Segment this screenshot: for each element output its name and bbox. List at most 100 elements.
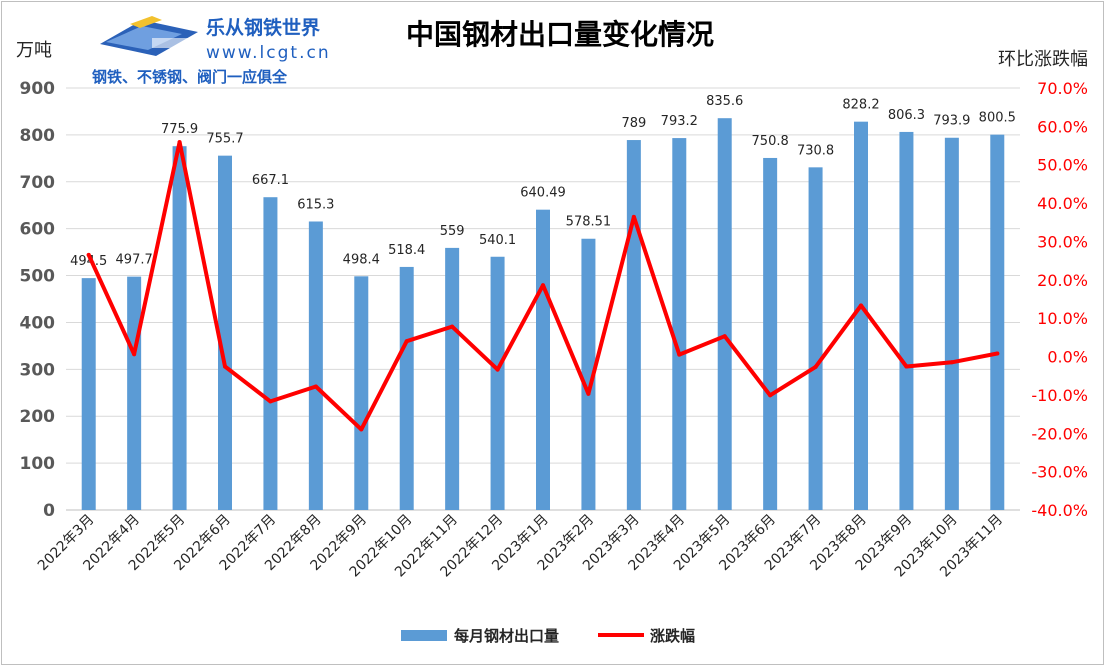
bar-data-label: 494.5 xyxy=(70,254,107,269)
y-tick-label: 600 xyxy=(20,220,56,240)
bar xyxy=(308,221,323,510)
bar-data-label: 789 xyxy=(621,116,646,131)
y2-tick-label: 0.0% xyxy=(1047,348,1088,367)
bar xyxy=(354,276,369,510)
line-point xyxy=(268,399,273,404)
line-point xyxy=(495,367,500,372)
legend: 每月钢材出口量 涨跌幅 xyxy=(401,627,695,645)
line-point xyxy=(450,324,455,329)
line-point xyxy=(995,351,1000,356)
bar-data-label: 730.8 xyxy=(797,143,834,158)
line-point xyxy=(359,427,364,432)
bar-data-label: 559 xyxy=(440,224,465,239)
bar xyxy=(263,197,278,510)
y2-tick-label: 50.0% xyxy=(1037,156,1088,175)
y-tick-label: 800 xyxy=(20,126,56,146)
logo-url: www.lcgt.cn xyxy=(206,43,331,63)
bar-data-label: 806.3 xyxy=(888,108,925,123)
logo: 乐从钢铁世界 www.lcgt.cn 钢铁、不锈钢、阀门一应俱全 xyxy=(92,16,331,86)
line-point xyxy=(586,391,591,396)
line-point xyxy=(631,214,636,219)
y-tick-label: 700 xyxy=(20,173,56,193)
bar-data-label: 800.5 xyxy=(979,111,1016,126)
bar-data-label: 497.7 xyxy=(116,253,153,268)
bar xyxy=(854,121,868,510)
y-tick-label: 500 xyxy=(20,267,56,287)
bar xyxy=(944,137,959,510)
y-tick-label: 0 xyxy=(43,501,55,521)
line-point xyxy=(223,364,227,369)
line-point xyxy=(404,339,409,344)
line-point xyxy=(677,352,682,357)
chart-title: 中国钢材出口量变化情况 xyxy=(406,18,714,51)
bar-data-label: 775.9 xyxy=(161,122,198,137)
bar xyxy=(81,278,96,510)
y2-tick-label: -10.0% xyxy=(1031,386,1088,405)
bar-data-label: 835.6 xyxy=(706,94,743,109)
line-point xyxy=(904,364,909,369)
bar-data-label: 667.1 xyxy=(252,173,289,188)
bar xyxy=(990,134,1005,510)
line-point xyxy=(722,334,727,339)
logo-name: 乐从钢铁世界 xyxy=(206,16,320,39)
y2-tick-label: 10.0% xyxy=(1037,309,1088,328)
y-tick-label: 300 xyxy=(20,360,56,380)
bar-data-label: 615.3 xyxy=(297,197,334,212)
y2-tick-label: -20.0% xyxy=(1031,424,1088,443)
legend-swatch-bars xyxy=(401,630,447,641)
legend-label-bars: 每月钢材出口量 xyxy=(454,627,559,645)
y2-tick-label: 60.0% xyxy=(1037,117,1088,136)
line-point xyxy=(132,352,137,357)
y2-tick-label: 20.0% xyxy=(1037,271,1088,290)
line-point xyxy=(86,252,91,257)
line-point xyxy=(177,140,182,145)
y2-tick-label: 40.0% xyxy=(1037,194,1088,213)
bar xyxy=(763,157,778,510)
line-point xyxy=(313,384,318,389)
bar xyxy=(127,276,142,510)
bar-data-label: 640.49 xyxy=(520,186,566,201)
bar xyxy=(445,247,460,510)
bar xyxy=(536,209,550,511)
y-tick-label: 900 xyxy=(20,79,56,99)
line-point xyxy=(859,303,863,308)
bar xyxy=(717,118,732,510)
bar-data-label: 578.51 xyxy=(566,215,612,230)
bar-data-label: 793.2 xyxy=(661,114,698,129)
y2-tick-label: -40.0% xyxy=(1031,501,1088,520)
bar-data-labels: 494.5 497.7 775.9 755.7 667.1 615.3 498.4 518.4… xyxy=(70,94,1016,269)
bar xyxy=(626,140,641,510)
bar xyxy=(399,266,414,510)
bar-data-label: 750.8 xyxy=(752,134,789,149)
bar xyxy=(490,256,505,510)
y2-axis-label: 环比涨跌幅 xyxy=(998,49,1088,70)
bar-data-label: 793.9 xyxy=(933,114,970,129)
y2-axis-ticks: 70.0% 60.0% 50.0% 40.0% 30.0% 20.0% 10.0% 0.0% -… xyxy=(1031,79,1088,520)
bar-series xyxy=(81,118,1005,511)
bar xyxy=(672,138,687,510)
bar-data-label: 498.4 xyxy=(343,252,380,267)
bar-data-label: 755.7 xyxy=(206,132,243,147)
bar xyxy=(899,131,914,511)
y2-tick-label: -30.0% xyxy=(1031,463,1088,482)
y2-tick-label: 70.0% xyxy=(1037,79,1088,98)
bar-data-label: 828.2 xyxy=(842,98,879,113)
bar xyxy=(581,238,596,510)
line-point xyxy=(949,360,954,365)
line-series xyxy=(86,140,1000,432)
y-tick-label: 200 xyxy=(20,407,56,427)
x-axis-categories: 2022年3月2022年4月2022年5月2022年6月2022年7月2022年… xyxy=(35,512,1006,581)
y-tick-label: 100 xyxy=(20,454,56,474)
y-tick-label: 400 xyxy=(20,313,56,333)
line-point xyxy=(813,364,818,369)
bar-data-label: 540.1 xyxy=(479,233,516,248)
line-point xyxy=(768,393,773,398)
line-point xyxy=(541,283,545,288)
logo-mark-icon xyxy=(100,16,198,56)
y2-tick-label: 30.0% xyxy=(1037,232,1088,251)
bar xyxy=(808,167,823,510)
bar xyxy=(172,146,187,510)
y-axis-ticks: 900 800 700 600 500 400 300 200 100 0 xyxy=(20,79,56,521)
logo-slogan: 钢铁、不锈钢、阀门一应俱全 xyxy=(92,68,288,86)
